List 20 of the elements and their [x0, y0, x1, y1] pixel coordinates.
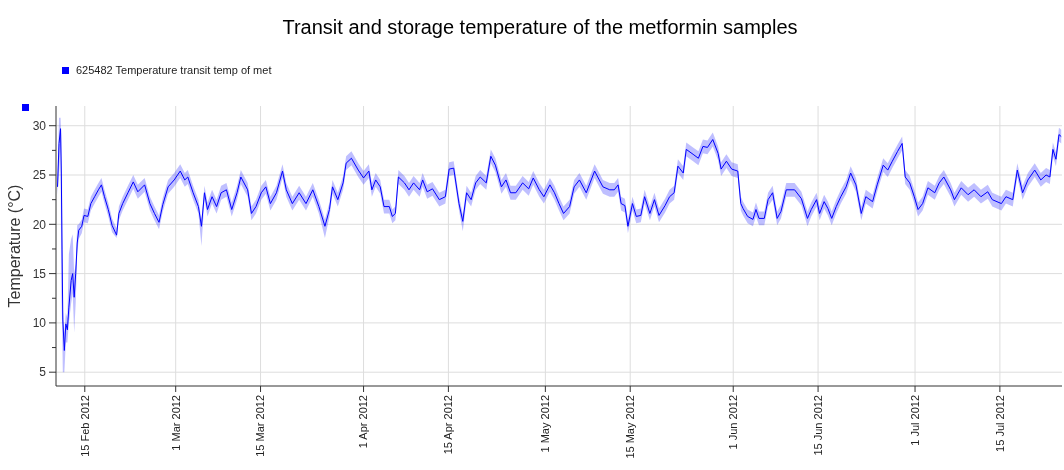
x-tick-label: 15 May 2012 [624, 395, 637, 459]
y-tick-label: 25 [32, 168, 47, 183]
x-tick-label: 15 Jul 2012 [993, 395, 1006, 452]
y-tick-label: 30 [32, 118, 47, 133]
y-axis-title: Temperature (°C) [6, 184, 23, 308]
y-tick-label: 5 [39, 365, 47, 380]
y-tick-label: 15 [32, 266, 47, 281]
x-tick-label: 15 Mar 2012 [254, 395, 267, 457]
x-tick-label: 1 Jun 2012 [727, 395, 740, 450]
x-tick-label: 1 Mar 2012 [169, 395, 182, 451]
y-tick-label: 20 [32, 217, 47, 232]
x-tick-label: 15 Feb 2012 [78, 395, 91, 457]
legend-label: 625482 Temperature transit temp of met [76, 64, 272, 77]
x-tick-label: 15 Apr 2012 [442, 395, 455, 455]
x-tick-label: 1 Apr 2012 [357, 395, 370, 449]
x-tick-label: 15 Jun 2012 [811, 395, 824, 456]
y-tick-label: 10 [32, 316, 47, 331]
x-tick-label: 1 Jul 2012 [908, 395, 921, 446]
x-tick-label: 1 May 2012 [539, 395, 552, 453]
chart-title: Transit and storage temperature of the metformin samples [282, 16, 798, 38]
